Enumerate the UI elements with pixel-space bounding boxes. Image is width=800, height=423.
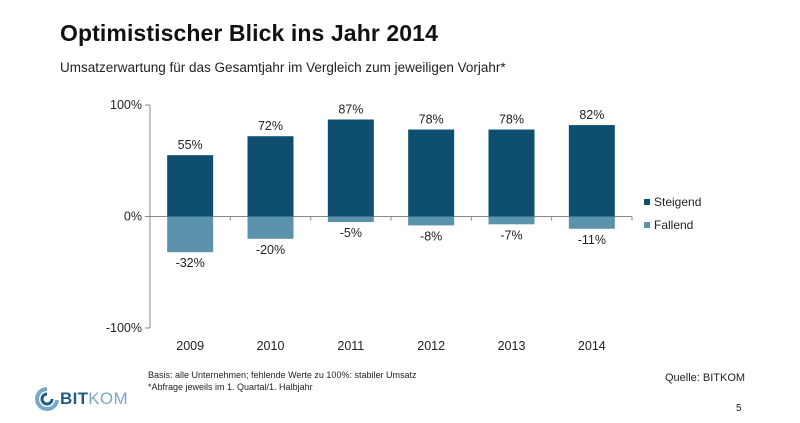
y-tick-label: 100% (110, 98, 142, 112)
bar-fallend (488, 216, 535, 225)
chart-subtitle: Umsatzerwartung für das Gesamtjahr im Ve… (60, 60, 506, 75)
bar-fallend (568, 216, 615, 229)
legend-label: Fallend (654, 218, 693, 232)
survey-footnote: *Abfrage jeweils im 1. Quartal/1. Halbja… (148, 382, 313, 392)
x-tick-label: 2013 (498, 339, 526, 353)
bar-steigend (327, 119, 374, 217)
x-tick-label: 2011 (337, 339, 364, 353)
x-tick-label: 2010 (257, 339, 285, 353)
data-label-fallend: -7% (500, 228, 522, 242)
data-label-fallend: -32% (176, 256, 205, 270)
data-label-steigend: 82% (579, 108, 604, 122)
basis-note: Basis: alle Unternehmen; fehlende Werte … (148, 370, 417, 380)
bar-steigend (488, 129, 535, 217)
data-label-fallend: -20% (256, 243, 285, 257)
bar-steigend (568, 125, 615, 217)
data-label-steigend: 78% (499, 113, 524, 127)
logo-text: BITKOM (60, 389, 128, 408)
bar-steigend (247, 136, 294, 217)
source-label: Quelle: BITKOM (665, 372, 746, 384)
data-label-fallend: -11% (578, 233, 606, 247)
data-label-steigend: 87% (338, 102, 363, 116)
bar-steigend (408, 129, 455, 217)
data-label-steigend: 78% (419, 113, 444, 127)
data-label-fallend: -8% (420, 229, 442, 243)
bitkom-logo-icon (35, 387, 59, 411)
data-label-fallend: -5% (340, 226, 362, 240)
chart-title: Optimistischer Blick ins Jahr 2014 (60, 20, 438, 46)
legend-swatch (644, 222, 650, 228)
x-tick-label: 2009 (176, 339, 204, 353)
bar-fallend (167, 216, 214, 253)
x-tick-label: 2012 (417, 339, 445, 353)
page-number: 5 (736, 403, 742, 414)
legend-label: Steigend (654, 195, 701, 209)
x-tick-label: 2014 (578, 339, 606, 353)
bar-fallend (327, 216, 374, 223)
y-tick-label: 0% (124, 210, 142, 224)
bitkom-logo: BITKOM (34, 386, 128, 412)
data-label-steigend: 55% (178, 138, 203, 152)
bar-steigend (167, 155, 214, 217)
legend-swatch (644, 199, 650, 205)
bar-fallend (408, 216, 455, 226)
bar-fallend (247, 216, 294, 239)
y-tick-label: -100% (106, 321, 142, 335)
data-label-steigend: 72% (258, 119, 283, 133)
